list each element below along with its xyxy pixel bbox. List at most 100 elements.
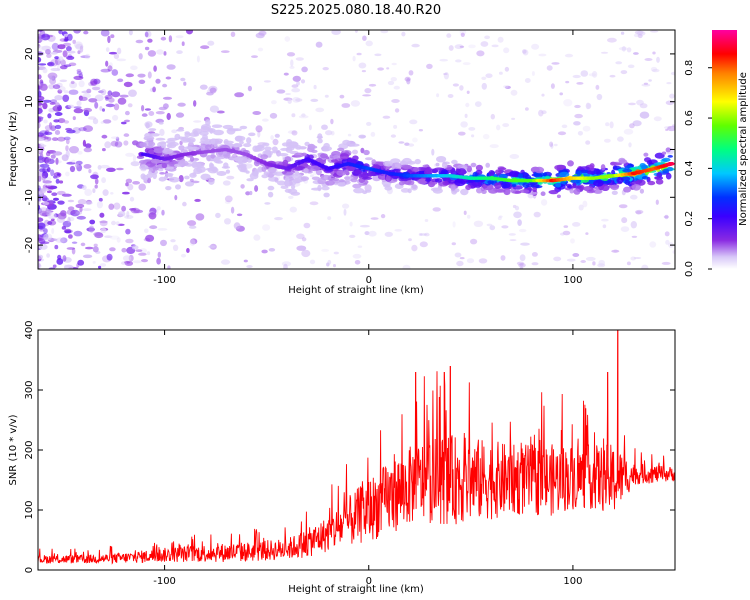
spectrogram-cell bbox=[144, 132, 152, 139]
spectrogram-cell bbox=[463, 210, 467, 215]
spectrogram-cell bbox=[262, 142, 270, 147]
spectrogram-cell bbox=[82, 208, 92, 212]
spectrogram-cell bbox=[47, 113, 52, 119]
spectrogram-cell bbox=[503, 188, 511, 196]
spectrogram-cell bbox=[123, 140, 129, 146]
spectrogram-cell bbox=[38, 222, 46, 230]
spectrogram-cell bbox=[110, 140, 119, 147]
spectrogram-cell bbox=[406, 180, 415, 186]
spectrogram-cell bbox=[41, 33, 51, 41]
spectrogram-cell bbox=[78, 80, 85, 88]
spectrogram-cell bbox=[303, 168, 309, 174]
spectrogram-cell bbox=[620, 31, 625, 35]
spectrogram-cell bbox=[426, 63, 433, 69]
spectrogram-cell bbox=[99, 212, 105, 218]
spectrogram-cell bbox=[517, 219, 522, 227]
spectrogram-cell bbox=[333, 251, 339, 255]
spectrogram-cell bbox=[200, 137, 209, 143]
spectrogram-cell bbox=[55, 157, 59, 165]
spectrogram-cell bbox=[418, 233, 423, 236]
spectrogram-cell bbox=[532, 187, 537, 193]
spectrogram-cell bbox=[450, 180, 455, 184]
spectrogram-cell bbox=[487, 180, 495, 185]
spectrogram-cell bbox=[246, 137, 252, 144]
spectrogram-cell bbox=[419, 233, 427, 236]
spectrogram-cell bbox=[454, 179, 466, 187]
spectrogram-cell bbox=[500, 255, 506, 261]
spectrogram-cell bbox=[310, 98, 319, 102]
spectrogram-cell bbox=[626, 261, 631, 266]
spectrogram-cell bbox=[538, 109, 544, 117]
spectrogram-cell bbox=[91, 86, 101, 91]
spectrogram-cell bbox=[391, 99, 400, 103]
spectrogram-cell bbox=[38, 99, 43, 103]
spectrogram-cell bbox=[502, 123, 510, 128]
spectrogram-cell bbox=[186, 248, 190, 253]
spectrogram-cell bbox=[166, 112, 171, 121]
spectrogram-cell bbox=[193, 167, 203, 175]
colorbar-gradient bbox=[712, 30, 737, 269]
spectrogram-cell bbox=[661, 157, 671, 162]
spectrogram-cell bbox=[651, 68, 660, 73]
spectrogram-cell bbox=[85, 246, 94, 250]
spectrogram-cell bbox=[83, 107, 92, 113]
spectrogram-cell bbox=[158, 106, 168, 111]
spectrogram-cell bbox=[60, 210, 67, 217]
spectrogram-cell bbox=[93, 243, 98, 247]
spectrogram-cell bbox=[255, 32, 265, 39]
spectrogram-cell bbox=[42, 180, 52, 184]
spectrogram-cell bbox=[157, 228, 168, 231]
spectrogram-cell bbox=[481, 76, 487, 81]
spectrogram-cell bbox=[61, 226, 67, 230]
spectrogram-cell bbox=[121, 261, 128, 265]
spectrogram-cell bbox=[459, 45, 465, 48]
spectrogram-cell bbox=[38, 254, 44, 260]
spectrogram-cell bbox=[186, 30, 193, 35]
spectrogram-cell bbox=[53, 119, 60, 123]
spectrogram-cell bbox=[138, 183, 146, 191]
spectrogram-cell bbox=[541, 93, 545, 97]
spectrogram-cell bbox=[313, 84, 317, 90]
spectrogram-cell bbox=[610, 161, 618, 165]
spectrogram-cell bbox=[183, 81, 187, 86]
spectrogram-cell bbox=[371, 159, 377, 165]
spectrogram-cell bbox=[108, 97, 115, 103]
spectrogram-cell bbox=[654, 176, 659, 180]
spectrogram-cell bbox=[144, 228, 149, 234]
spectrogram-cell bbox=[83, 125, 93, 132]
spectrogram-cell bbox=[114, 141, 123, 148]
spectrogram-cell bbox=[84, 53, 91, 60]
spectrogram-cell bbox=[99, 263, 107, 267]
spectrogram-cell bbox=[82, 185, 87, 191]
spectrogram-cell bbox=[611, 249, 620, 253]
spectrogram-cell bbox=[664, 126, 672, 130]
spectrogram-cell bbox=[170, 239, 176, 243]
spectrogram-cell bbox=[425, 178, 431, 182]
spectrogram-cell bbox=[382, 115, 391, 119]
spectrogram-cell bbox=[411, 184, 417, 190]
spectrogram-cell bbox=[672, 250, 675, 254]
spectrogram-cell bbox=[587, 170, 595, 175]
spectrogram-cell bbox=[466, 258, 475, 264]
snr-xtick-label: 0 bbox=[366, 576, 372, 587]
spectrogram-cell bbox=[290, 191, 301, 196]
spectrogram-cell bbox=[665, 239, 670, 245]
spectrogram-cell bbox=[331, 150, 341, 157]
spectrogram-cell bbox=[257, 47, 264, 52]
spectrogram-cell bbox=[57, 89, 63, 94]
spectrogram-cell bbox=[354, 260, 361, 265]
spectrogram-cell bbox=[38, 171, 43, 179]
spectrogram-cell bbox=[626, 47, 632, 53]
spectrogram-cell bbox=[550, 143, 554, 149]
spectrogram-cell bbox=[514, 205, 520, 211]
spectrogram-cell bbox=[364, 88, 372, 94]
spectrogram-cell bbox=[476, 50, 485, 57]
spectrogram-cell bbox=[286, 141, 292, 149]
spectrogram-cell bbox=[468, 126, 476, 131]
spectrogram-cell bbox=[47, 62, 53, 66]
spectrogram-cell bbox=[563, 99, 573, 107]
spectrogram-cell bbox=[107, 65, 113, 72]
spectrogram-cell bbox=[648, 79, 652, 82]
spectrogram-cell bbox=[281, 171, 287, 174]
spectrogram-cell bbox=[647, 180, 656, 186]
